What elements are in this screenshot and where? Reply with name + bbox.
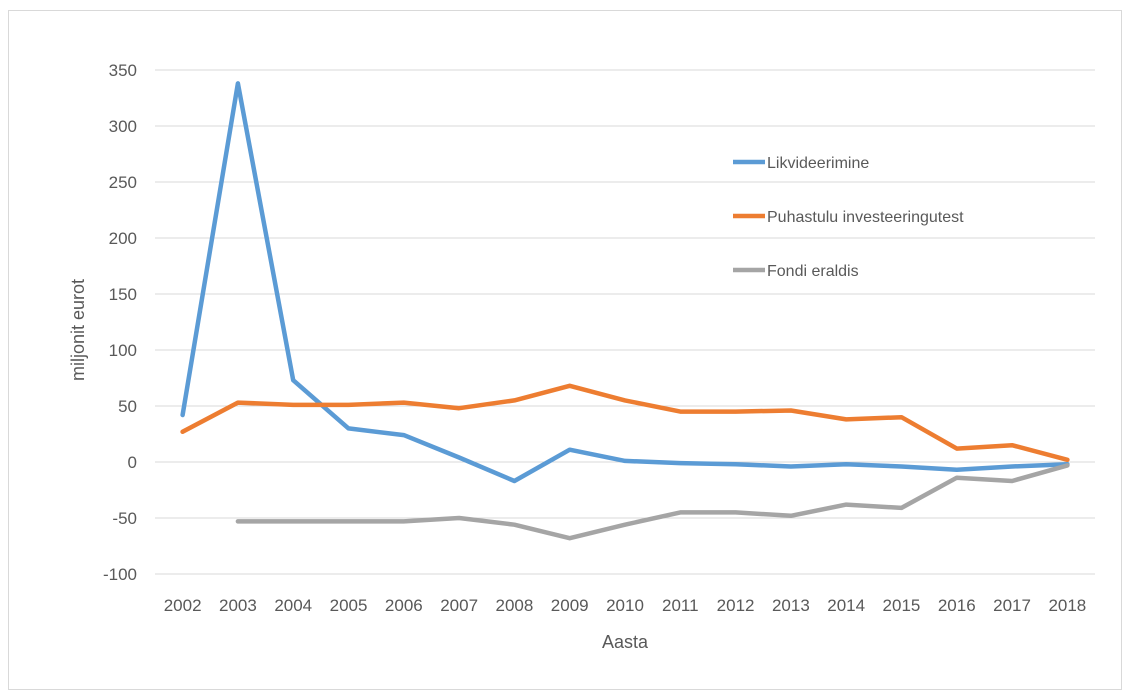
y-axis-title: miljonit eurot xyxy=(68,279,88,381)
x-axis-title: Aasta xyxy=(602,632,649,652)
legend: Likvideerimine Puhastulu investeeringutes… xyxy=(733,155,964,280)
x-axis-ticks: 2002 2003 2004 2005 2006 2007 2008 2009 2010 2011… xyxy=(164,596,1087,615)
x-tick-label: 2014 xyxy=(827,596,865,615)
series-lines xyxy=(180,81,1070,541)
y-tick-label: 150 xyxy=(109,285,137,304)
x-tick-label: 2004 xyxy=(274,596,312,615)
series-line-2 xyxy=(180,383,1070,463)
x-tick-label: 2003 xyxy=(219,596,257,615)
x-tick-label: 2008 xyxy=(495,596,533,615)
legend-label: Fondi eraldis xyxy=(767,263,859,280)
y-tick-label: -100 xyxy=(103,565,137,584)
legend-label: Likvideerimine xyxy=(767,155,869,172)
gridlines xyxy=(155,69,1095,575)
y-tick-label: 350 xyxy=(109,61,137,80)
y-tick-label: 200 xyxy=(109,229,137,248)
x-tick-label: 2010 xyxy=(606,596,644,615)
x-tick-label: 2006 xyxy=(385,596,423,615)
y-axis-ticks: 350 300 250 200 150 100 50 0 -50 -100 xyxy=(103,61,137,584)
x-tick-label: 2002 xyxy=(164,596,202,615)
x-tick-label: 2017 xyxy=(993,596,1031,615)
x-tick-label: 2009 xyxy=(551,596,589,615)
x-tick-label: 2007 xyxy=(440,596,478,615)
x-tick-label: 2018 xyxy=(1048,596,1086,615)
y-tick-label: 250 xyxy=(109,173,137,192)
x-tick-label: 2016 xyxy=(938,596,976,615)
y-tick-label: 100 xyxy=(109,341,137,360)
x-tick-label: 2012 xyxy=(717,596,755,615)
y-tick-label: -50 xyxy=(112,509,137,528)
x-tick-label: 2011 xyxy=(662,596,699,615)
x-tick-label: 2005 xyxy=(330,596,368,615)
legend-label: Puhastulu investeeringutest xyxy=(767,209,964,226)
series-line-3 xyxy=(235,463,1070,541)
y-tick-label: 0 xyxy=(128,453,137,472)
series-line-1 xyxy=(180,81,1070,484)
x-tick-label: 2013 xyxy=(772,596,810,615)
y-tick-label: 300 xyxy=(109,117,137,136)
x-tick-label: 2015 xyxy=(883,596,921,615)
y-tick-label: 50 xyxy=(118,397,137,416)
